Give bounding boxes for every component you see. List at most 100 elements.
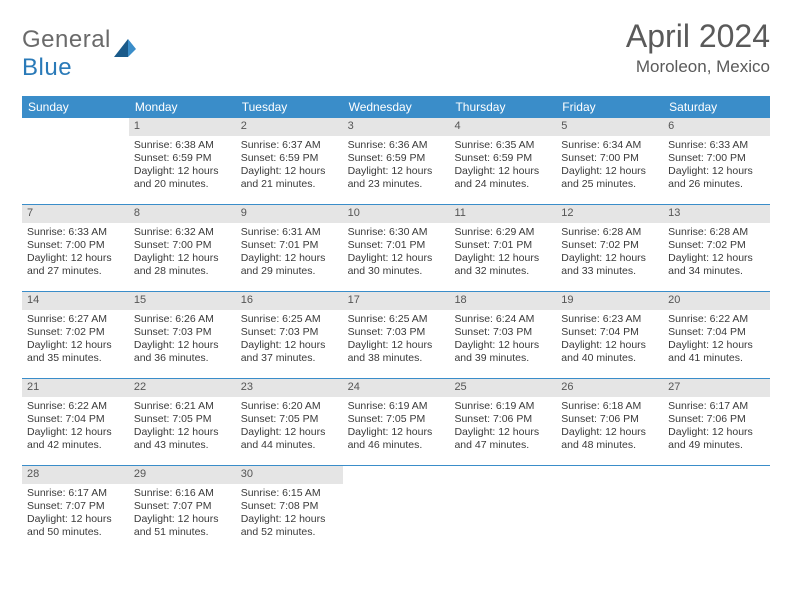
- sunrise-line: Sunrise: 6:21 AM: [134, 400, 231, 413]
- sunset-line: Sunset: 7:06 PM: [668, 413, 765, 426]
- daylight-line: Daylight: 12 hours and 33 minutes.: [561, 252, 658, 278]
- sunset-line: Sunset: 6:59 PM: [348, 152, 445, 165]
- cell-body: Sunrise: 6:24 AMSunset: 7:03 PMDaylight:…: [449, 310, 556, 372]
- cell-body: Sunrise: 6:25 AMSunset: 7:03 PMDaylight:…: [343, 310, 450, 372]
- sunset-line: Sunset: 7:04 PM: [561, 326, 658, 339]
- sunset-line: Sunset: 7:00 PM: [134, 239, 231, 252]
- sunrise-line: Sunrise: 6:37 AM: [241, 139, 338, 152]
- cell-body: Sunrise: 6:30 AMSunset: 7:01 PMDaylight:…: [343, 223, 450, 285]
- calendar-cell: 7Sunrise: 6:33 AMSunset: 7:00 PMDaylight…: [22, 205, 129, 291]
- sunrise-line: Sunrise: 6:24 AM: [454, 313, 551, 326]
- cell-body: Sunrise: 6:21 AMSunset: 7:05 PMDaylight:…: [129, 397, 236, 459]
- day-number: 17: [343, 292, 450, 310]
- sunset-line: Sunset: 7:06 PM: [454, 413, 551, 426]
- sunset-line: Sunset: 6:59 PM: [454, 152, 551, 165]
- sunrise-line: Sunrise: 6:29 AM: [454, 226, 551, 239]
- calendar-week: 14Sunrise: 6:27 AMSunset: 7:02 PMDayligh…: [22, 292, 770, 379]
- cell-body: Sunrise: 6:37 AMSunset: 6:59 PMDaylight:…: [236, 136, 343, 198]
- sunset-line: Sunset: 7:01 PM: [454, 239, 551, 252]
- daylight-line: Daylight: 12 hours and 38 minutes.: [348, 339, 445, 365]
- cell-body: Sunrise: 6:35 AMSunset: 6:59 PMDaylight:…: [449, 136, 556, 198]
- cell-body: Sunrise: 6:27 AMSunset: 7:02 PMDaylight:…: [22, 310, 129, 372]
- sunrise-line: Sunrise: 6:16 AM: [134, 487, 231, 500]
- sunset-line: Sunset: 7:03 PM: [348, 326, 445, 339]
- calendar-cell: 4Sunrise: 6:35 AMSunset: 6:59 PMDaylight…: [449, 118, 556, 204]
- day-number: 27: [663, 379, 770, 397]
- day-number: 10: [343, 205, 450, 223]
- sunrise-line: Sunrise: 6:28 AM: [561, 226, 658, 239]
- sunrise-line: Sunrise: 6:20 AM: [241, 400, 338, 413]
- title-block: April 2024 Moroleon, Mexico: [626, 18, 770, 77]
- sunset-line: Sunset: 7:00 PM: [27, 239, 124, 252]
- brand-text-blue: Blue: [22, 54, 72, 81]
- cell-body: Sunrise: 6:29 AMSunset: 7:01 PMDaylight:…: [449, 223, 556, 285]
- cell-body: Sunrise: 6:22 AMSunset: 7:04 PMDaylight:…: [22, 397, 129, 459]
- calendar-cell: 29Sunrise: 6:16 AMSunset: 7:07 PMDayligh…: [129, 466, 236, 552]
- day-number: 20: [663, 292, 770, 310]
- day-header: Monday: [129, 96, 236, 118]
- daylight-line: Daylight: 12 hours and 46 minutes.: [348, 426, 445, 452]
- sunrise-line: Sunrise: 6:28 AM: [668, 226, 765, 239]
- sunset-line: Sunset: 7:07 PM: [134, 500, 231, 513]
- cell-body: Sunrise: 6:18 AMSunset: 7:06 PMDaylight:…: [556, 397, 663, 459]
- calendar-body: 1Sunrise: 6:38 AMSunset: 6:59 PMDaylight…: [22, 118, 770, 552]
- calendar-cell: 30Sunrise: 6:15 AMSunset: 7:08 PMDayligh…: [236, 466, 343, 552]
- day-number: 1: [129, 118, 236, 136]
- cell-body: Sunrise: 6:15 AMSunset: 7:08 PMDaylight:…: [236, 484, 343, 546]
- sunrise-line: Sunrise: 6:33 AM: [668, 139, 765, 152]
- calendar-cell: 19Sunrise: 6:23 AMSunset: 7:04 PMDayligh…: [556, 292, 663, 378]
- daylight-line: Daylight: 12 hours and 41 minutes.: [668, 339, 765, 365]
- sunset-line: Sunset: 6:59 PM: [134, 152, 231, 165]
- calendar-week: 1Sunrise: 6:38 AMSunset: 6:59 PMDaylight…: [22, 118, 770, 205]
- daylight-line: Daylight: 12 hours and 40 minutes.: [561, 339, 658, 365]
- day-number: 4: [449, 118, 556, 136]
- calendar-cell: 17Sunrise: 6:25 AMSunset: 7:03 PMDayligh…: [343, 292, 450, 378]
- day-number: 14: [22, 292, 129, 310]
- day-header: Wednesday: [343, 96, 450, 118]
- calendar-cell: 13Sunrise: 6:28 AMSunset: 7:02 PMDayligh…: [663, 205, 770, 291]
- daylight-line: Daylight: 12 hours and 25 minutes.: [561, 165, 658, 191]
- sunset-line: Sunset: 7:00 PM: [668, 152, 765, 165]
- daylight-line: Daylight: 12 hours and 26 minutes.: [668, 165, 765, 191]
- day-number: 23: [236, 379, 343, 397]
- daylight-line: Daylight: 12 hours and 50 minutes.: [27, 513, 124, 539]
- sunrise-line: Sunrise: 6:36 AM: [348, 139, 445, 152]
- sunrise-line: Sunrise: 6:25 AM: [348, 313, 445, 326]
- calendar-cell: 5Sunrise: 6:34 AMSunset: 7:00 PMDaylight…: [556, 118, 663, 204]
- month-title: April 2024: [626, 18, 770, 55]
- daylight-line: Daylight: 12 hours and 23 minutes.: [348, 165, 445, 191]
- sunrise-line: Sunrise: 6:34 AM: [561, 139, 658, 152]
- calendar: SundayMondayTuesdayWednesdayThursdayFrid…: [22, 96, 770, 552]
- calendar-cell: 14Sunrise: 6:27 AMSunset: 7:02 PMDayligh…: [22, 292, 129, 378]
- calendar-cell: [22, 118, 129, 204]
- sunset-line: Sunset: 7:02 PM: [27, 326, 124, 339]
- cell-body: Sunrise: 6:22 AMSunset: 7:04 PMDaylight:…: [663, 310, 770, 372]
- cell-body: Sunrise: 6:19 AMSunset: 7:06 PMDaylight:…: [449, 397, 556, 459]
- cell-body: Sunrise: 6:36 AMSunset: 6:59 PMDaylight:…: [343, 136, 450, 198]
- daylight-line: Daylight: 12 hours and 49 minutes.: [668, 426, 765, 452]
- cell-body: Sunrise: 6:17 AMSunset: 7:06 PMDaylight:…: [663, 397, 770, 459]
- calendar-cell: 16Sunrise: 6:25 AMSunset: 7:03 PMDayligh…: [236, 292, 343, 378]
- sunset-line: Sunset: 7:02 PM: [668, 239, 765, 252]
- day-number: 11: [449, 205, 556, 223]
- sunset-line: Sunset: 7:03 PM: [454, 326, 551, 339]
- brand-text-gray: General: [22, 26, 111, 53]
- sunset-line: Sunset: 7:08 PM: [241, 500, 338, 513]
- sunset-line: Sunset: 7:04 PM: [668, 326, 765, 339]
- day-header: Sunday: [22, 96, 129, 118]
- calendar-cell: 10Sunrise: 6:30 AMSunset: 7:01 PMDayligh…: [343, 205, 450, 291]
- sunrise-line: Sunrise: 6:18 AM: [561, 400, 658, 413]
- daylight-line: Daylight: 12 hours and 44 minutes.: [241, 426, 338, 452]
- sunrise-line: Sunrise: 6:22 AM: [668, 313, 765, 326]
- cell-body: Sunrise: 6:16 AMSunset: 7:07 PMDaylight:…: [129, 484, 236, 546]
- day-number: 7: [22, 205, 129, 223]
- cell-body: Sunrise: 6:19 AMSunset: 7:05 PMDaylight:…: [343, 397, 450, 459]
- location-label: Moroleon, Mexico: [626, 57, 770, 77]
- day-number: 9: [236, 205, 343, 223]
- cell-body: Sunrise: 6:32 AMSunset: 7:00 PMDaylight:…: [129, 223, 236, 285]
- calendar-cell: 6Sunrise: 6:33 AMSunset: 7:00 PMDaylight…: [663, 118, 770, 204]
- sunset-line: Sunset: 7:04 PM: [27, 413, 124, 426]
- calendar-cell: 3Sunrise: 6:36 AMSunset: 6:59 PMDaylight…: [343, 118, 450, 204]
- day-header: Thursday: [449, 96, 556, 118]
- daylight-line: Daylight: 12 hours and 20 minutes.: [134, 165, 231, 191]
